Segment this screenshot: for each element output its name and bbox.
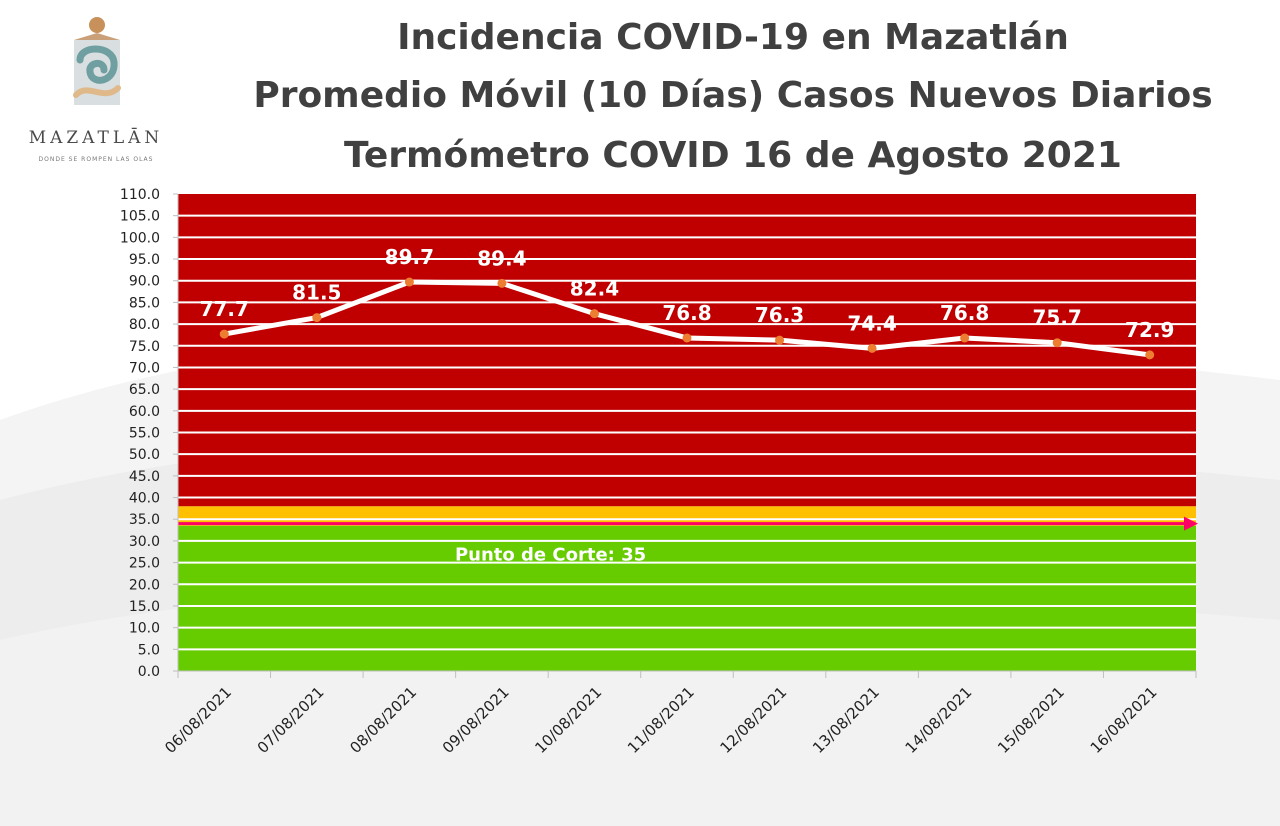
y-tick-label: 100.0 <box>120 230 160 246</box>
y-tick-label: 85.0 <box>129 295 160 311</box>
y-tick-label: 110.0 <box>120 187 160 203</box>
x-axis-ticks: 06/08/2021 07/08/2021 08/08/2021 09/08/2021… <box>161 671 1197 757</box>
data-point <box>775 335 785 345</box>
y-tick-label: 5.0 <box>138 642 160 658</box>
x-tick-label: 11/08/2021 <box>624 683 698 757</box>
logo-name: MAZATLĀN <box>28 128 164 148</box>
data-point <box>497 278 507 288</box>
y-axis-ticks: 0.0 5.0 10.0 15.0 20.0 25.0 30.0 35.0 40.0 45.0 50… <box>120 187 178 680</box>
x-tick-label: 10/08/2021 <box>531 683 605 757</box>
data-point <box>867 343 877 353</box>
threshold-arrow-icon <box>1184 516 1198 531</box>
y-tick-label: 80.0 <box>129 317 160 333</box>
x-tick-label: 14/08/2021 <box>902 683 976 757</box>
data-label: 89.7 <box>385 245 434 269</box>
data-label: 82.4 <box>570 277 619 301</box>
y-tick-label: 40.0 <box>129 491 160 507</box>
y-tick-label: 15.0 <box>129 599 160 615</box>
y-tick-label: 65.0 <box>129 382 160 398</box>
data-label: 76.8 <box>662 301 711 325</box>
covid-thermometer-chart: Punto de Corte: 35 0.0 5.0 10.0 15.0 20.0 25.… <box>120 187 1198 757</box>
y-tick-label: 35.0 <box>129 512 160 528</box>
data-point <box>682 333 692 343</box>
y-tick-label: 55.0 <box>129 426 160 442</box>
y-tick-label: 70.0 <box>129 360 160 376</box>
x-tick-label: 15/08/2021 <box>994 683 1068 757</box>
threshold-label: Punto de Corte: 35 <box>455 545 646 566</box>
x-tick-label: 08/08/2021 <box>346 683 420 757</box>
x-tick-label: 16/08/2021 <box>1087 683 1161 757</box>
x-tick-label: 06/08/2021 <box>161 683 235 757</box>
risk-band-2 <box>178 194 1196 507</box>
data-labels: 77.7 81.5 89.7 89.4 82.4 76.8 76.3 74.4 76.8 75.7… <box>200 245 1175 342</box>
data-label: 89.4 <box>477 246 526 270</box>
data-label: 75.7 <box>1033 306 1082 330</box>
title-line-1: Incidencia COVID-19 en Mazatlán <box>397 17 1069 58</box>
y-tick-label: 25.0 <box>129 556 160 572</box>
x-tick-label: 12/08/2021 <box>717 683 791 757</box>
y-tick-label: 90.0 <box>129 274 160 290</box>
series-line <box>219 277 1155 360</box>
data-point <box>312 313 322 323</box>
mazatlan-logo: MAZATLĀN DONDE SE ROMPEN LAS OLAS <box>0 0 190 180</box>
data-label: 72.9 <box>1125 318 1174 342</box>
y-tick-label: 30.0 <box>129 534 160 550</box>
data-label: 74.4 <box>847 311 896 335</box>
title-line-3: Termómetro COVID 16 de Agosto 2021 <box>344 135 1122 176</box>
y-tick-label: 20.0 <box>129 577 160 593</box>
y-tick-label: 45.0 <box>129 469 160 485</box>
threshold-line: Punto de Corte: 35 <box>178 516 1198 566</box>
x-tick-label: 09/08/2021 <box>439 683 513 757</box>
data-point <box>589 309 599 319</box>
gridlines <box>178 214 1196 651</box>
data-point <box>219 329 229 339</box>
data-label: 76.3 <box>755 303 804 327</box>
data-point <box>404 277 414 287</box>
data-point <box>960 333 970 343</box>
logo-tagline: DONDE SE ROMPEN LAS OLAS <box>38 156 154 163</box>
y-tick-label: 60.0 <box>129 404 160 420</box>
data-point <box>1145 350 1155 360</box>
y-tick-label: 75.0 <box>129 339 160 355</box>
y-tick-label: 50.0 <box>129 447 160 463</box>
data-point <box>1052 338 1062 348</box>
y-tick-label: 105.0 <box>120 209 160 225</box>
risk-band-1 <box>178 506 1196 526</box>
y-tick-label: 95.0 <box>129 252 160 268</box>
data-label: 77.7 <box>200 297 249 321</box>
mazatlan-emblem-icon <box>73 17 121 105</box>
title-line-2: Promedio Móvil (10 Días) Casos Nuevos Di… <box>253 75 1213 116</box>
x-tick-label: 07/08/2021 <box>254 683 328 757</box>
x-tick-label: 13/08/2021 <box>809 683 883 757</box>
y-tick-label: 0.0 <box>138 664 160 680</box>
data-label: 76.8 <box>940 301 989 325</box>
y-tick-label: 10.0 <box>129 621 160 637</box>
risk-band-0 <box>178 525 1196 671</box>
data-label: 81.5 <box>292 281 341 305</box>
